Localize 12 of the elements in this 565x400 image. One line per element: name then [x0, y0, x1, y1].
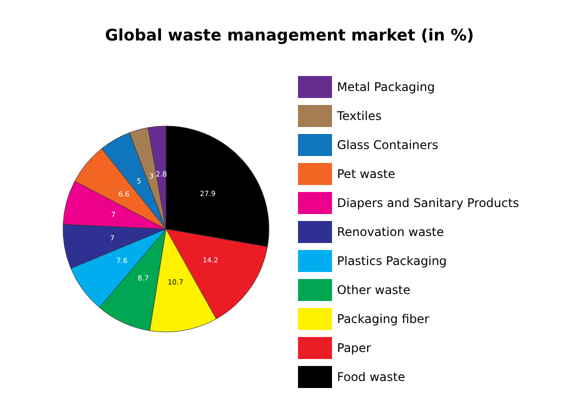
- legend-label: Renovation waste: [337, 225, 444, 239]
- legend-label: Food waste: [337, 370, 406, 384]
- chart-title: Global waste management market (in %): [105, 26, 474, 44]
- legend-label: Plastics Packaging: [337, 254, 447, 268]
- legend-label: Glass Containers: [337, 138, 438, 152]
- legend-label: Textiles: [336, 109, 382, 123]
- legend-label: Other waste: [337, 283, 410, 297]
- legend-label: Pet waste: [337, 167, 396, 181]
- legend-label: Paper: [337, 341, 372, 355]
- legend-label: Packaging fiber: [337, 312, 430, 326]
- legend-label: Diapers and Sanitary Products: [337, 196, 519, 210]
- legend-label: Metal Packaging: [337, 80, 435, 94]
